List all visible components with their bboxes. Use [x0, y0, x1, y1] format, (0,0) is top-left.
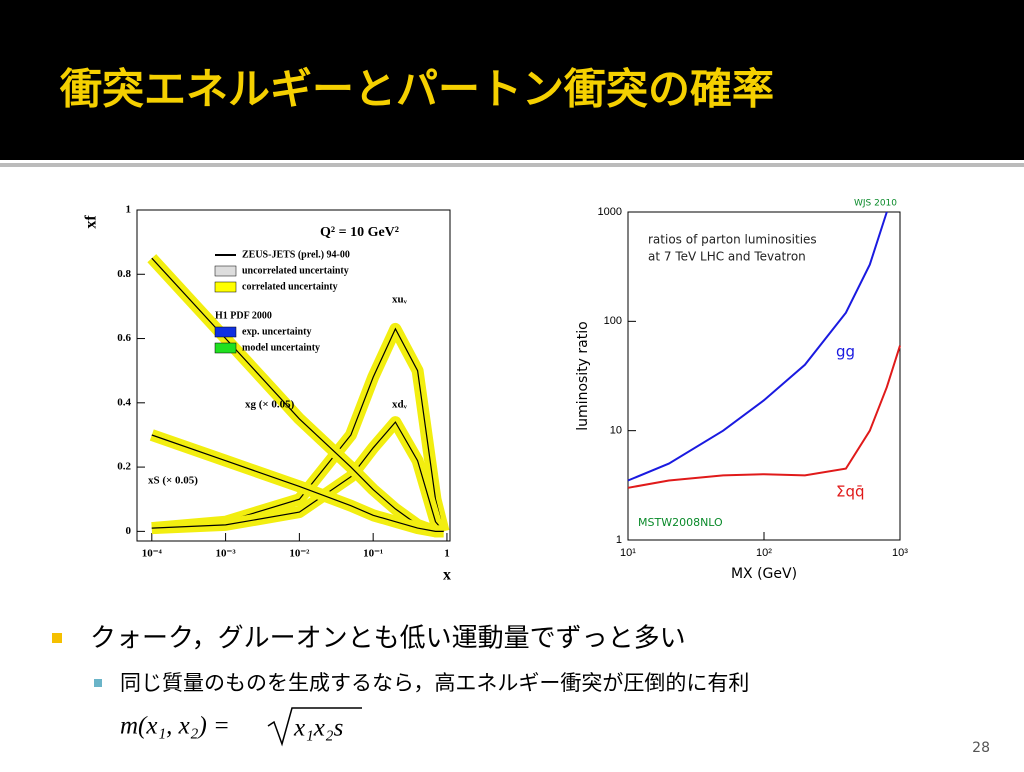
x-tick-label: 1	[444, 548, 450, 560]
x-tick-label: 10²	[756, 547, 772, 559]
y-tick-label: 0.2	[117, 461, 131, 473]
header-band	[0, 0, 1024, 160]
sub-bullet-icon	[94, 679, 102, 687]
y-tick-label: 0	[126, 525, 132, 537]
series-line	[151, 327, 445, 532]
x-tick-label: 10⁻⁴	[142, 548, 163, 560]
x-tick-label: 10³	[892, 547, 908, 559]
x-axis-label: x	[443, 567, 451, 584]
y-tick-label: 100	[604, 315, 622, 327]
y-tick-label: 10	[610, 425, 622, 437]
legend-label: correlated uncertainty	[242, 281, 338, 292]
x-tick-label: 10⁻²	[289, 548, 310, 560]
series-label: xdᵥ	[392, 399, 408, 411]
series-label: gg	[836, 343, 855, 361]
legend-label: uncorrelated uncertainty	[242, 265, 349, 276]
series-line	[627, 345, 901, 489]
legend-swatch	[214, 281, 237, 293]
annotation: MSTW2008NLO	[638, 516, 723, 529]
slide-title: 衝突エネルギーとパートン衝突の確率	[59, 65, 774, 114]
x-tick-label: 10⁻¹	[363, 548, 383, 560]
formula-radicand: x₁x₂s	[293, 715, 343, 742]
bullet-icon	[52, 633, 62, 643]
header-rule	[0, 163, 1024, 167]
y-tick-label: 1	[616, 534, 622, 546]
series-line	[627, 211, 888, 482]
y-axis-label: luminosity ratio	[575, 321, 591, 430]
sub-bullet: 同じ質量のものを生成するなら，高エネルギー衝突が圧倒的に有利	[120, 671, 749, 695]
y-tick-label: 0.6	[117, 332, 131, 344]
legend-label: ZEUS-JETS (prel.) 94-00	[242, 249, 350, 260]
annotation: at 7 TeV LHC and Tevatron	[648, 250, 806, 264]
legend-label: H1 PDF 2000	[215, 310, 272, 321]
x-tick-label: 10¹	[620, 547, 636, 559]
x-tick-label: 10⁻³	[216, 548, 237, 560]
y-tick-label: 0.8	[117, 268, 131, 280]
sqrt-sign	[267, 707, 362, 747]
legend-swatch	[214, 265, 237, 277]
series-line	[151, 434, 444, 532]
annotation: Q² = 10 GeV²	[320, 225, 399, 240]
legend-swatch	[214, 342, 237, 354]
annotation: ratios of parton luminosities	[648, 233, 817, 247]
y-tick-label: 1000	[598, 206, 622, 218]
annotation: WJS 2010	[854, 199, 897, 209]
bullet: クォーク，グルーオンとも低い運動量でずっと多い	[90, 624, 686, 654]
plot-frame	[136, 209, 451, 542]
series-label: xuᵥ	[392, 294, 408, 306]
x-axis-label: MX (GeV)	[731, 566, 797, 582]
y-tick-label: 0.4	[117, 396, 131, 408]
legend-swatch	[214, 326, 237, 338]
series-label: xS (× 0.05)	[148, 475, 198, 487]
formula-lhs: m(x₁, x₂) =	[120, 713, 230, 740]
series-label: xg (× 0.05)	[245, 399, 295, 411]
y-tick-label: 1	[126, 204, 132, 216]
series-line	[151, 421, 445, 532]
legend-label: exp. uncertainty	[242, 326, 311, 337]
legend-label: model uncertainty	[242, 342, 320, 353]
y-axis-label: xf	[83, 215, 100, 229]
series-label: Σqq̄	[836, 483, 865, 501]
page-number: 28	[972, 740, 990, 756]
